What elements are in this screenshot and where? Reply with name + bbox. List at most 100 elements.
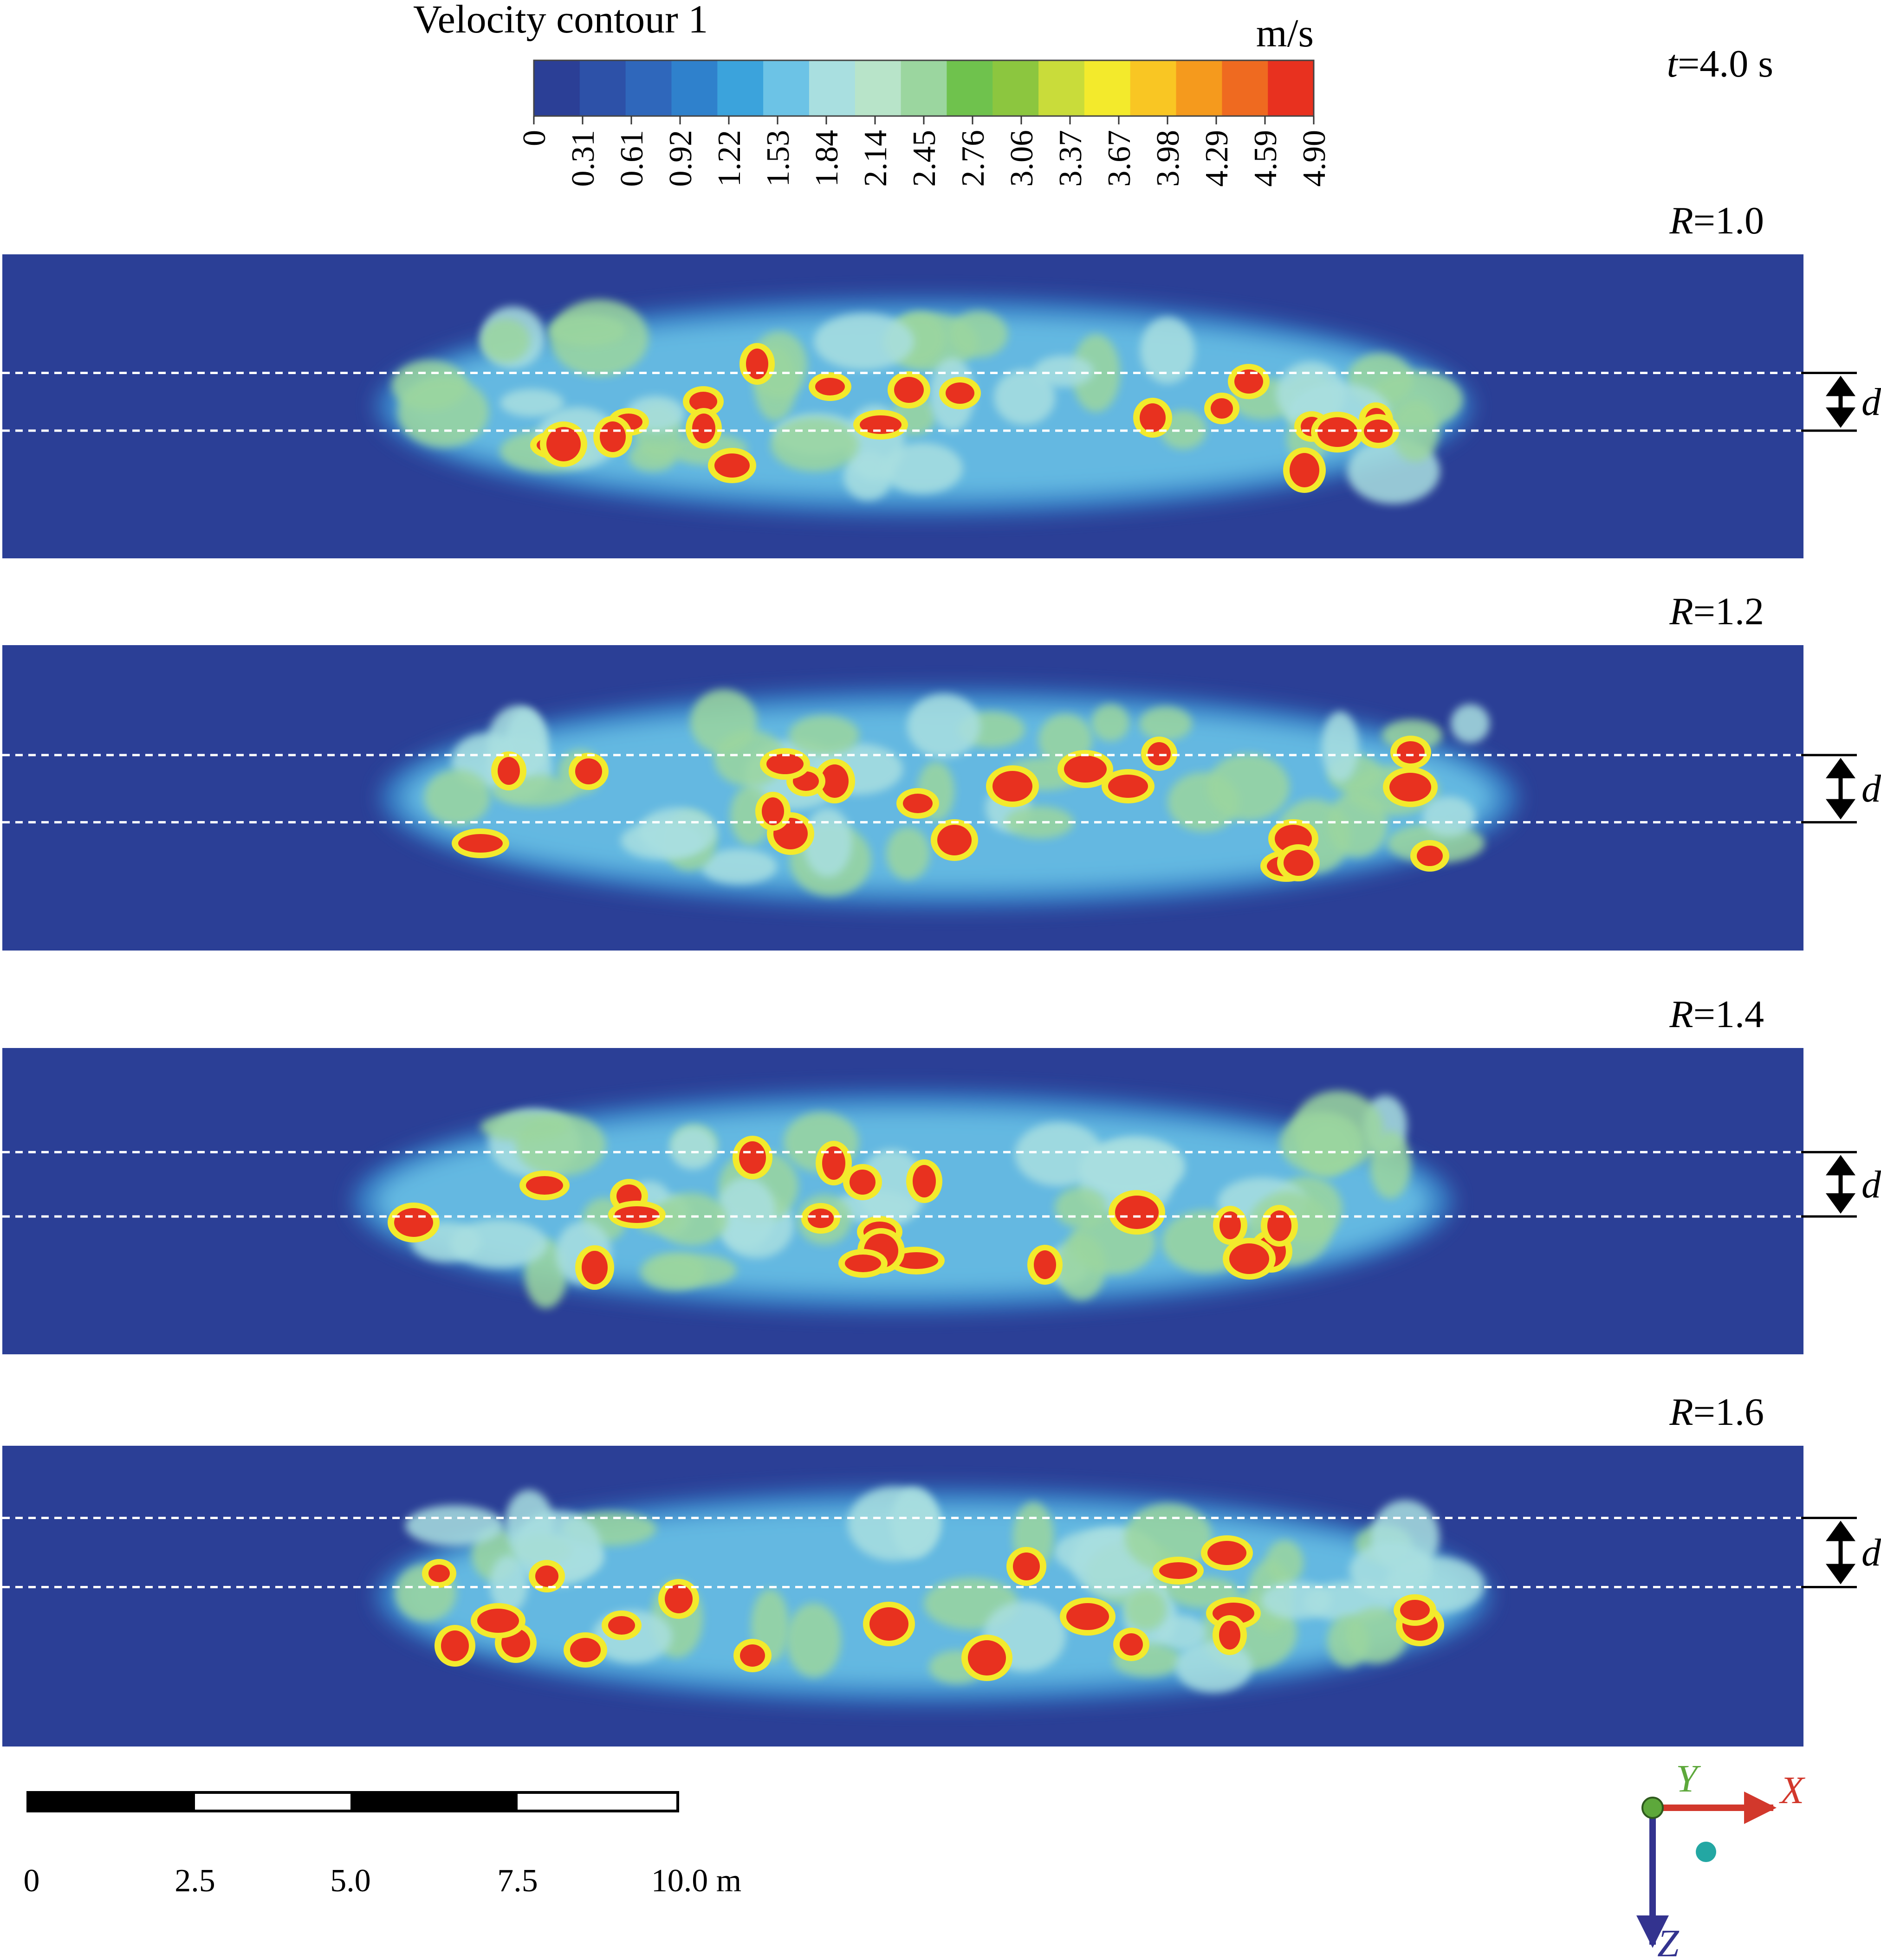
hotspot <box>869 1607 908 1641</box>
dimension-label: d4 <box>1862 1531 1881 1581</box>
hotspot <box>1229 1243 1269 1274</box>
scale-tick-1: 2.5 <box>175 1863 215 1899</box>
dimension-arrowhead-down <box>1826 799 1855 820</box>
hotspot <box>1013 1552 1040 1580</box>
hotspot <box>739 1141 766 1174</box>
time-label-value: =4.0 s <box>1678 42 1773 85</box>
hotspot <box>615 1206 659 1223</box>
colorbar-swatch <box>809 60 856 116</box>
colorbar-tick-label: 3.98 <box>1150 130 1186 187</box>
colorbar-tick-label: 2.45 <box>907 130 942 187</box>
axis-triad: Y X Z <box>1636 1757 1806 1960</box>
hotspot <box>692 414 715 443</box>
hotspot <box>546 427 581 461</box>
colorbar-tick-label: 2.76 <box>955 130 991 187</box>
dimension-var: d <box>1862 381 1881 424</box>
hotspot <box>1234 369 1263 394</box>
contour-panel: d2 R=1.2 <box>2 590 1881 951</box>
hotspot <box>1207 1541 1246 1565</box>
hotspot <box>992 771 1032 802</box>
hotspot <box>946 382 974 404</box>
ratio-label: R=1.4 <box>1669 993 1764 1036</box>
hotspot <box>1148 742 1171 765</box>
colorbar-swatch <box>717 60 764 116</box>
hotspot <box>895 1252 938 1269</box>
colorbar-swatch <box>1176 60 1223 116</box>
ratio-value: =1.0 <box>1693 199 1764 242</box>
ratio-label: R=1.6 <box>1669 1391 1764 1434</box>
hotspot <box>394 1208 433 1237</box>
dimension-arrowhead-up <box>1826 757 1855 778</box>
hotspot <box>1159 1562 1197 1579</box>
hotspot <box>1284 850 1313 876</box>
hotspot <box>1290 453 1319 487</box>
colorbar <box>533 59 1315 117</box>
scale-bar-segment-1 <box>28 1792 195 1811</box>
colorbar-tick-label: 3.67 <box>1102 130 1137 187</box>
hotspot <box>526 1176 563 1195</box>
colorbar-swatch <box>1038 60 1085 116</box>
ratio-var: R <box>1669 1391 1693 1434</box>
scale-bar-segment-2 <box>350 1792 518 1811</box>
hotspot <box>600 421 626 452</box>
hotspot <box>1034 1250 1056 1279</box>
hotspot <box>1389 773 1431 802</box>
dimension-var: d <box>1862 1531 1881 1574</box>
ratio-value: =1.2 <box>1693 590 1764 633</box>
dimension-arrowhead-down <box>1826 407 1855 428</box>
colorbar-tick-label: 1.22 <box>712 130 747 187</box>
dimension-var: d <box>1862 1163 1881 1206</box>
hotspot <box>1400 1600 1430 1620</box>
colorbar-tick-label: 4.29 <box>1199 130 1235 187</box>
hotspot <box>1140 403 1166 432</box>
hotspot <box>845 1255 881 1272</box>
triad-marker-dot <box>1696 1842 1716 1862</box>
scale-tick-4: 10.0 m <box>651 1863 741 1899</box>
velocity-plume <box>376 297 1472 516</box>
hotspot <box>582 1251 608 1284</box>
dimension-var: d <box>1862 767 1881 810</box>
y-axis-label: Y <box>1676 1757 1701 1800</box>
hotspot <box>1211 398 1233 419</box>
scale-tick-2: 5.0 <box>330 1863 371 1899</box>
hotspot <box>746 349 768 379</box>
colorbar-swatch <box>1130 60 1177 116</box>
colorbar-tick-label: 3.06 <box>1004 130 1040 187</box>
x-axis-label: X <box>1779 1769 1806 1812</box>
hotspot <box>689 392 717 411</box>
colorbar-swatch <box>1268 60 1314 116</box>
hotspot <box>1108 775 1148 798</box>
hotspot <box>441 1630 469 1661</box>
ratio-value: =1.6 <box>1693 1391 1764 1434</box>
colorbar-tick-label: 3.37 <box>1053 130 1089 187</box>
dimension-arrowhead-up <box>1826 1520 1855 1541</box>
contour-panels: d1R=1.0d2R=1.2d3R=1.4d4R=1.6 <box>2 199 1881 1747</box>
hotspot <box>894 377 924 403</box>
dimension-arrowhead-up <box>1826 375 1855 396</box>
dimension-arrowhead-down <box>1826 1193 1855 1214</box>
hotspot <box>458 834 503 853</box>
colorbar-ticks: 0 0.31 0.61 0.92 1.22 1.53 1.84 2.14 2.45 2.76 3.0… <box>517 116 1332 187</box>
y-axis-dot <box>1641 1797 1664 1819</box>
colorbar-tick-label: 0.92 <box>663 130 699 187</box>
colorbar-swatch <box>992 60 1039 116</box>
hotspot <box>477 1609 519 1633</box>
colorbar-tick-label: 0.31 <box>565 130 601 187</box>
dimension-arrowhead-down <box>1826 1564 1855 1585</box>
hotspot <box>575 758 602 784</box>
colorbar-swatch <box>579 60 626 116</box>
scale-tick-0: 0 <box>24 1863 40 1899</box>
colorbar-tick-label: 0.61 <box>614 130 650 187</box>
hotspot <box>535 1565 558 1587</box>
dimension-label: d2 <box>1862 767 1881 817</box>
ratio-var: R <box>1669 199 1693 242</box>
contour-panel: d4 R=1.6 <box>2 1391 1881 1747</box>
hotspot <box>766 754 804 774</box>
colorbar-swatch <box>855 60 902 116</box>
hotspot <box>808 1209 834 1228</box>
contour-panel: d3 R=1.4 <box>2 993 1881 1354</box>
hotspot <box>821 764 849 798</box>
hotspot <box>428 1565 450 1582</box>
colorbar-tick-label: 4.90 <box>1297 130 1332 187</box>
